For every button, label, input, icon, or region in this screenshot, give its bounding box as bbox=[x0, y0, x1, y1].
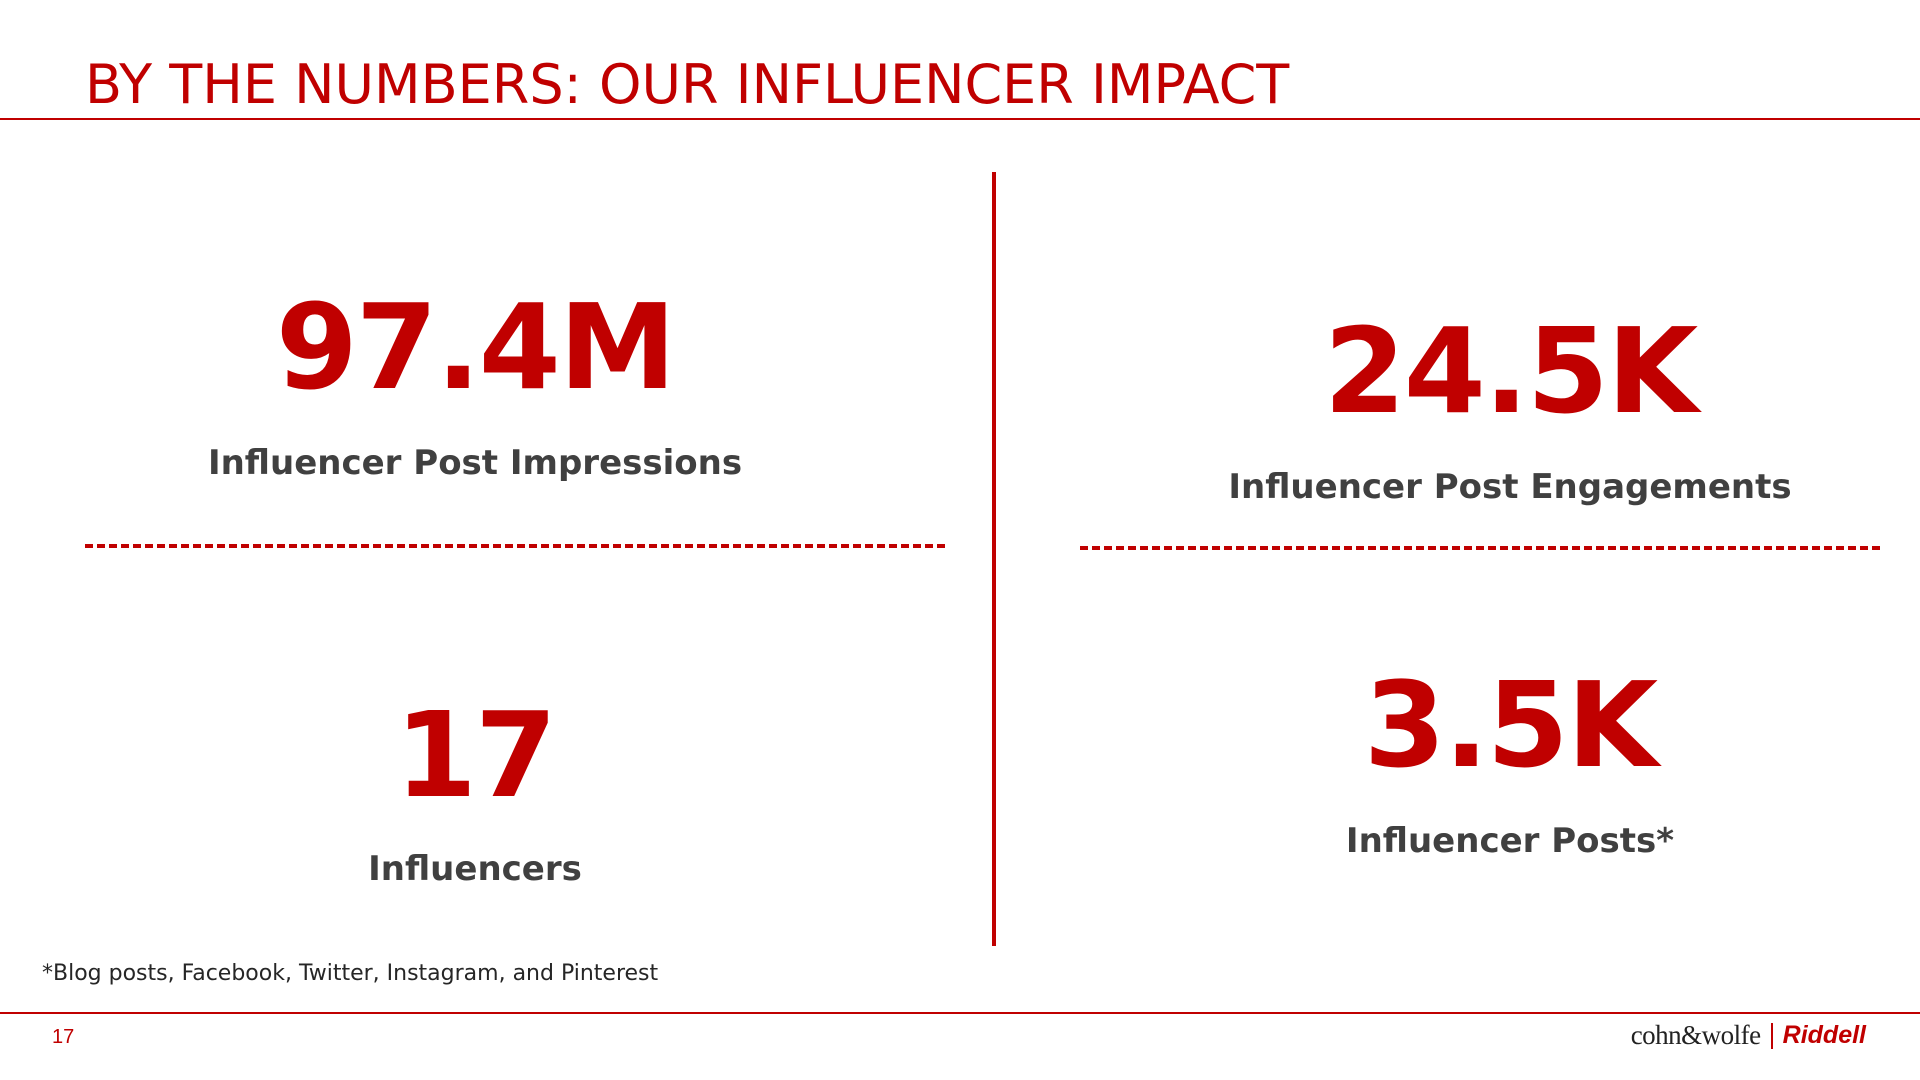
stat-engagements-label: Influencer Post Engagements bbox=[1228, 467, 1792, 507]
agency-logo-text: cohn&wolfe bbox=[1630, 1020, 1761, 1050]
footer-logo: cohn&wolfe Riddell bbox=[1631, 1020, 1866, 1051]
stat-posts-label: Influencer Posts* bbox=[1345, 821, 1675, 861]
stat-posts-value: 3.5K bbox=[1363, 656, 1658, 794]
stat-posts: 3.5K Influencer Posts* bbox=[1110, 666, 1910, 858]
dashed-divider-left bbox=[85, 544, 945, 548]
brand-logo-text: Riddell bbox=[1782, 1021, 1866, 1049]
stat-impressions-value: 97.4M bbox=[275, 278, 677, 416]
stat-engagements: 24.5K Influencer Post Engagements bbox=[1110, 312, 1910, 504]
footer-divider bbox=[0, 1012, 1920, 1014]
title-underline-divider bbox=[0, 118, 1920, 120]
vertical-divider bbox=[992, 172, 996, 946]
footnote: *Blog posts, Facebook, Twitter, Instagra… bbox=[42, 961, 659, 986]
page-number: 17 bbox=[52, 1026, 75, 1048]
slide-title: BY THE NUMBERS: OUR INFLUENCER IMPACT bbox=[85, 53, 1290, 116]
stat-influencers: 17 Influencers bbox=[85, 696, 865, 886]
dashed-divider-right bbox=[1080, 546, 1880, 550]
stat-impressions-label: Influencer Post Impressions bbox=[207, 443, 743, 483]
stat-influencers-value: 17 bbox=[394, 686, 557, 824]
stat-influencers-label: Influencers bbox=[368, 849, 582, 889]
stat-engagements-value: 24.5K bbox=[1323, 302, 1699, 440]
stat-impressions: 97.4M Influencer Post Impressions bbox=[85, 288, 865, 480]
logo-separator bbox=[1770, 1022, 1773, 1049]
